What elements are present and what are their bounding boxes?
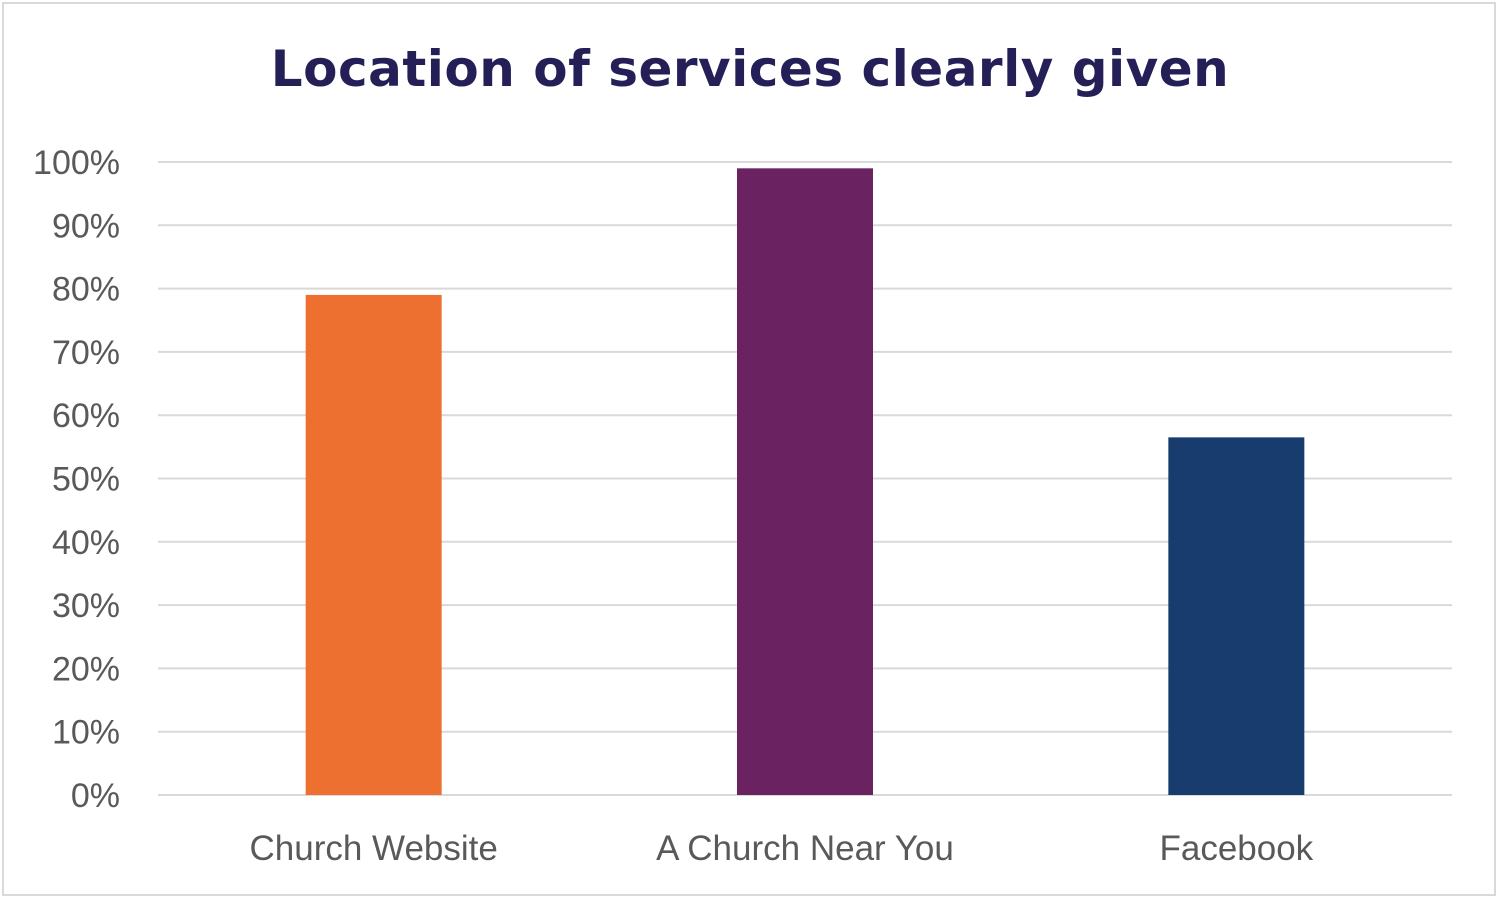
bars xyxy=(305,168,1305,795)
bar-church-website xyxy=(305,294,442,795)
y-tick-label: 40% xyxy=(52,524,120,562)
bar-facebook xyxy=(1168,437,1305,795)
x-category-label: A Church Near You xyxy=(656,829,954,868)
y-tick-label: 70% xyxy=(52,334,120,372)
y-tick-label: 100% xyxy=(33,144,120,182)
y-tick-label: 30% xyxy=(52,587,120,625)
y-tick-label: 60% xyxy=(52,397,120,435)
x-axis-categories: Church Website A Church Near You Facebook xyxy=(249,829,1313,868)
y-tick-label: 0% xyxy=(71,777,120,815)
y-tick-label: 90% xyxy=(52,207,120,245)
x-category-label: Church Website xyxy=(249,829,497,868)
bar-a-church-near-you xyxy=(737,168,873,795)
y-tick-label: 80% xyxy=(52,271,120,309)
y-tick-label: 50% xyxy=(52,461,120,499)
y-axis-ticks: 0% 10% 20% 30% 40% 50% 60% 70% 80% 90% 100% xyxy=(33,144,120,815)
y-tick-label: 10% xyxy=(52,714,120,752)
chart-title: Location of services clearly given xyxy=(270,40,1230,98)
x-category-label: Facebook xyxy=(1159,829,1313,868)
y-tick-label: 20% xyxy=(52,650,120,688)
